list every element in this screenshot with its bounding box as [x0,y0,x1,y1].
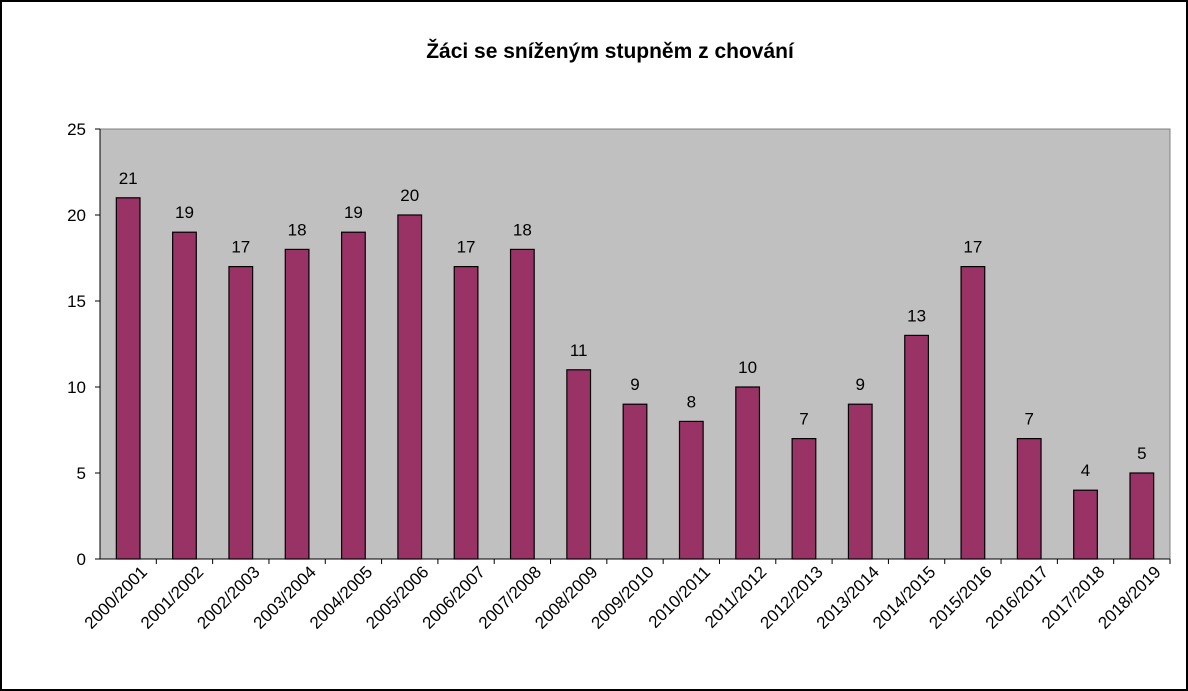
data-label: 10 [738,358,757,377]
bar [1129,472,1155,560]
data-label: 5 [1137,444,1146,463]
data-label: 17 [231,238,250,257]
data-label: 13 [907,306,926,325]
data-label: 17 [457,238,476,257]
data-label: 17 [963,238,982,257]
bar [397,214,423,560]
bar [735,386,761,560]
data-label: 7 [799,410,808,429]
bar [340,231,366,560]
data-label: 9 [630,375,639,394]
bar [172,231,197,560]
y-tick-label: 5 [77,464,86,483]
bar [453,266,479,560]
bar [622,403,648,560]
bar [847,403,873,560]
bar [284,248,310,560]
y-tick-label: 10 [67,378,86,397]
bar [566,369,592,560]
bar [1073,489,1098,560]
y-tick-label: 0 [77,550,86,569]
bar [678,420,704,560]
data-label: 19 [175,203,194,222]
data-label: 9 [856,375,865,394]
chart-title: Žáci se sníženým stupněm z chování [426,39,795,63]
data-label: 7 [1024,410,1033,429]
y-tick-label: 15 [67,292,86,311]
data-label: 18 [513,220,532,239]
bar [1016,438,1042,560]
y-tick-label: 25 [67,120,86,139]
y-tick-label: 20 [67,206,86,225]
data-label: 20 [400,186,419,205]
data-label: 8 [687,392,696,411]
data-label: 18 [288,220,307,239]
data-label: 4 [1081,461,1090,480]
bar [960,266,986,560]
bar [228,266,254,560]
bar [904,334,930,560]
bar [115,197,141,560]
data-label: 19 [344,203,363,222]
bar [509,248,535,560]
data-label: 21 [119,169,138,188]
data-label: 11 [570,341,588,360]
bar [791,438,817,560]
